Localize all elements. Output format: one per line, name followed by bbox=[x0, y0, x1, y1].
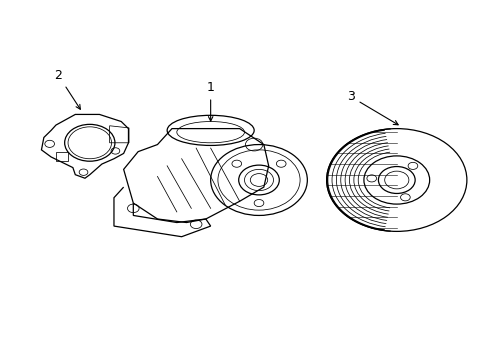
Text: 3: 3 bbox=[346, 90, 397, 125]
Text: 2: 2 bbox=[54, 69, 80, 109]
Text: 1: 1 bbox=[206, 81, 214, 121]
